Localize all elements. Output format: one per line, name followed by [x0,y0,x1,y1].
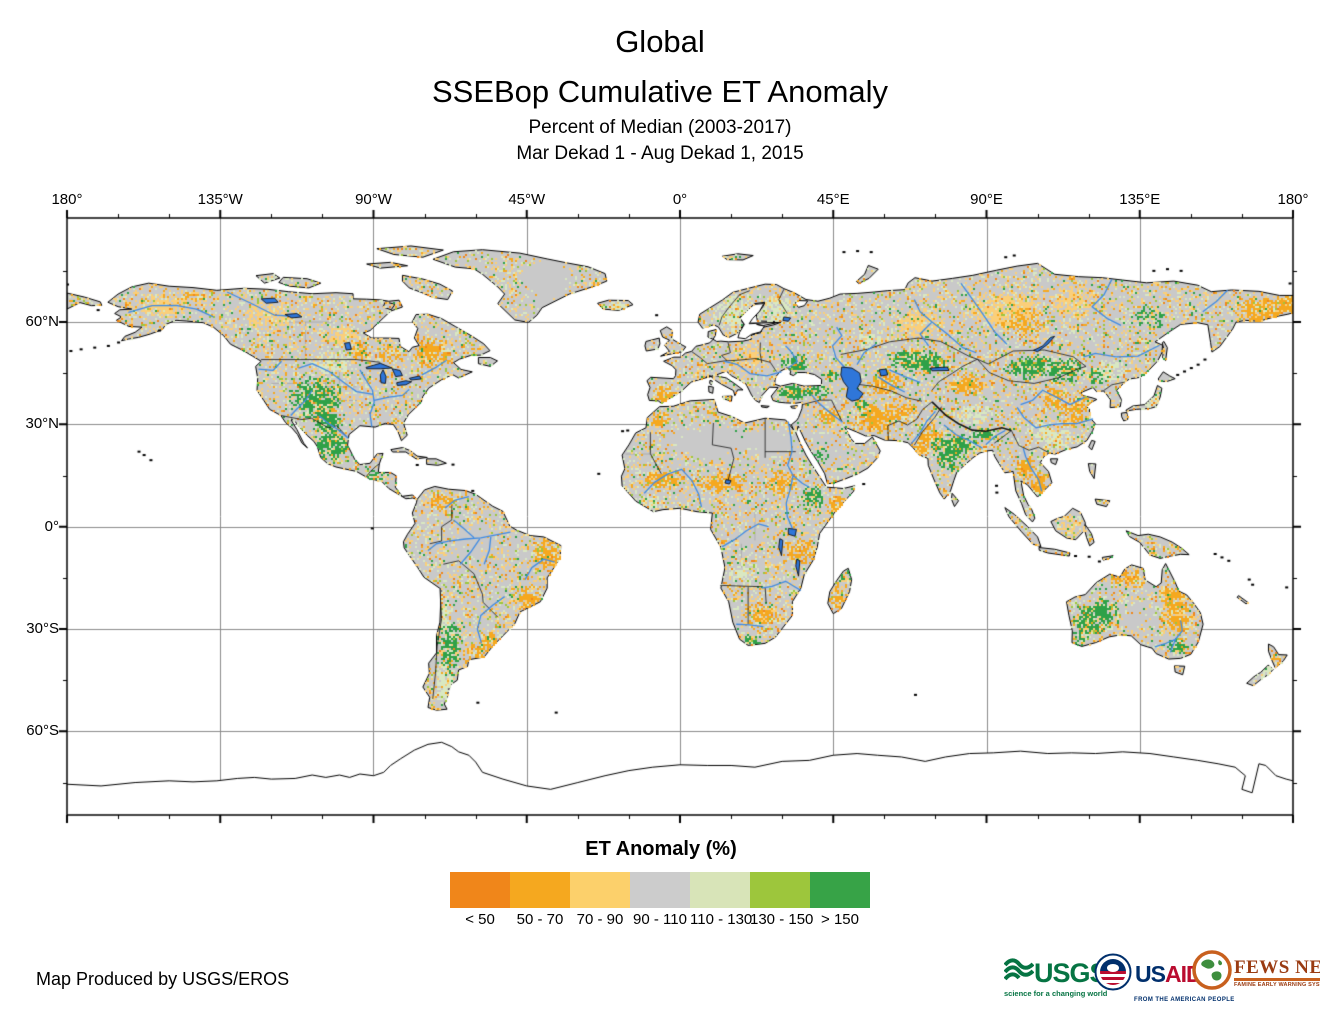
usaid-seal-icon [1094,953,1132,996]
legend-class-label: 90 - 110 [633,911,687,928]
y-axis-label: 30°N [25,415,59,433]
fewsnet-logo-text: FEWS NET [1234,957,1320,981]
x-axis-label: 180° [51,191,83,208]
legend-class-label: 50 - 70 [516,911,564,928]
legend-class-label: < 50 [465,911,495,928]
x-axis-label: 180° [1277,191,1309,208]
usgs-logo-tagline: science for a changing world [1004,989,1108,998]
fewsnet-logo-row: FEWS NET FAMINE EARLY WARNING SYSTEMS NE… [1192,950,1320,995]
x-axis-label: 45°E [816,191,850,208]
map-subtitle-period: Mar Dekad 1 - Aug Dekad 1, 2015 [516,143,804,164]
usaid-logo-tagline: FROM THE AMERICAN PEOPLE [1134,997,1235,1003]
usgs-wave-icon [1003,957,1035,988]
x-axis-label: 0° [672,191,688,208]
usaid-logo-text-us: US [1135,961,1166,987]
x-axis-label: 90°E [970,191,1003,208]
x-axis-label: 135°E [1119,191,1161,208]
usgs-logo: USGS science for a changing world [1003,957,1108,998]
legend-class-label: > 150 [821,911,859,928]
legend-swatch [570,872,630,908]
fewsnet-logo-tagline: FAMINE EARLY WARNING SYSTEMS NETWORK [1234,981,1320,988]
legend-swatch [750,872,810,908]
map-subtitle-units: Percent of Median (2003-2017) [528,117,792,138]
legend-swatch [690,872,750,908]
legend-class-label: 110 - 130 [690,911,753,928]
map-title-region: Global [615,24,705,59]
map-credit: Map Produced by USGS/EROS [36,969,290,989]
x-axis-label: 135°W [197,191,243,208]
fewsnet-globe-icon [1192,950,1232,995]
y-axis-label: 60°S [26,722,59,740]
fewsnet-logo: FEWS NET FAMINE EARLY WARNING SYSTEMS NE… [1192,950,1320,995]
legend-swatch [630,872,690,908]
usaid-logo-row: USAID [1094,953,1203,996]
legend-class-label: 70 - 90 [576,911,624,928]
legend-swatch [510,872,570,908]
legend-title: ET Anomaly (%) [585,838,737,860]
legend-class-label: 130 - 150 [750,911,814,928]
x-axis-label: 90°W [355,191,392,208]
legend-swatch [450,872,510,908]
y-axis-label: 0° [44,517,59,535]
x-axis-label: 45°W [508,191,546,208]
y-axis-label: 60°N [25,313,59,331]
usaid-logo: USAID FROM THE AMERICAN PEOPLE [1094,953,1235,1003]
legend-swatch [810,872,870,908]
map-title-product: SSEBop Cumulative ET Anomaly [431,74,889,109]
usgs-logo-row: USGS [1003,957,1108,988]
y-axis-label: 30°S [26,620,59,638]
